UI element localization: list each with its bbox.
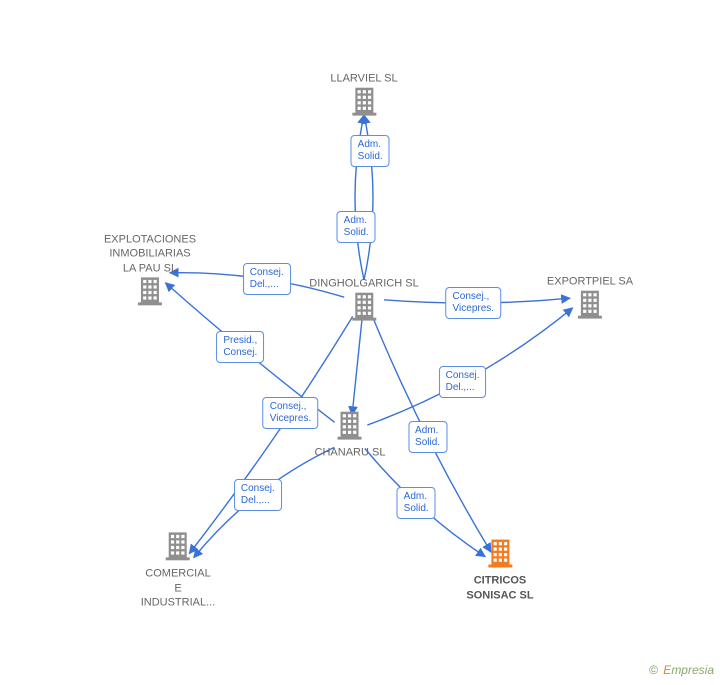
building-icon	[337, 410, 363, 444]
building-icon	[577, 289, 603, 323]
node-label: CITRICOS SONISAC SL	[466, 574, 533, 603]
credit: © Empresia	[649, 663, 714, 677]
edge	[367, 308, 572, 425]
edge-label: Adm. Solid.	[337, 211, 376, 243]
node-comercial[interactable]: COMERCIAL E INDUSTRIAL...	[141, 530, 216, 609]
edge-label: Adm. Solid.	[408, 421, 447, 453]
node-label: COMERCIAL E INDUSTRIAL...	[141, 567, 216, 610]
building-icon	[351, 86, 377, 120]
edge	[352, 320, 362, 415]
edge-label: Consej. Del.,...	[439, 366, 487, 398]
node-label: EXPLOTACIONES INMOBILIARIAS LA PAU SL	[104, 232, 196, 275]
credit-brand: Empresia	[663, 663, 714, 677]
building-icon	[487, 538, 513, 572]
edge	[355, 115, 364, 280]
edge	[364, 115, 373, 280]
edge	[373, 318, 491, 552]
edge-label: Consej., Vicepres.	[446, 287, 502, 319]
node-exportpiel[interactable]: EXPORTPIEL SA	[547, 273, 633, 324]
node-llarviel[interactable]: LLARVIEL SL	[330, 70, 397, 121]
node-label: LLARVIEL SL	[330, 72, 397, 86]
edge-label: Adm. Solid.	[351, 135, 390, 167]
building-icon	[137, 275, 163, 309]
node-label: DINGHOLGARICH SL	[309, 277, 418, 291]
edge-label: Consej. Del.,...	[243, 263, 291, 295]
edge-label: Consej. Del.,...	[234, 479, 282, 511]
building-icon	[351, 291, 377, 325]
diagram-canvas: © Empresia LLARVIEL SL DINGHOLGARICH SL CH…	[0, 0, 728, 685]
node-chanaru[interactable]: CHANARU SL	[315, 410, 386, 461]
credit-brand-rest: mpresia	[671, 663, 714, 677]
building-icon	[165, 530, 191, 564]
node-explota[interactable]: EXPLOTACIONES INMOBILIARIAS LA PAU SL	[104, 230, 196, 309]
edge-label: Adm. Solid.	[397, 487, 436, 519]
node-label: EXPORTPIEL SA	[547, 275, 633, 289]
copyright-symbol: ©	[649, 663, 658, 677]
edge-label: Presid., Consej.	[216, 331, 264, 363]
edge-label: Consej., Vicepres.	[263, 397, 319, 429]
node-ding[interactable]: DINGHOLGARICH SL	[309, 275, 418, 326]
node-label: CHANARU SL	[315, 446, 386, 460]
node-citricos[interactable]: CITRICOS SONISAC SL	[466, 538, 533, 603]
